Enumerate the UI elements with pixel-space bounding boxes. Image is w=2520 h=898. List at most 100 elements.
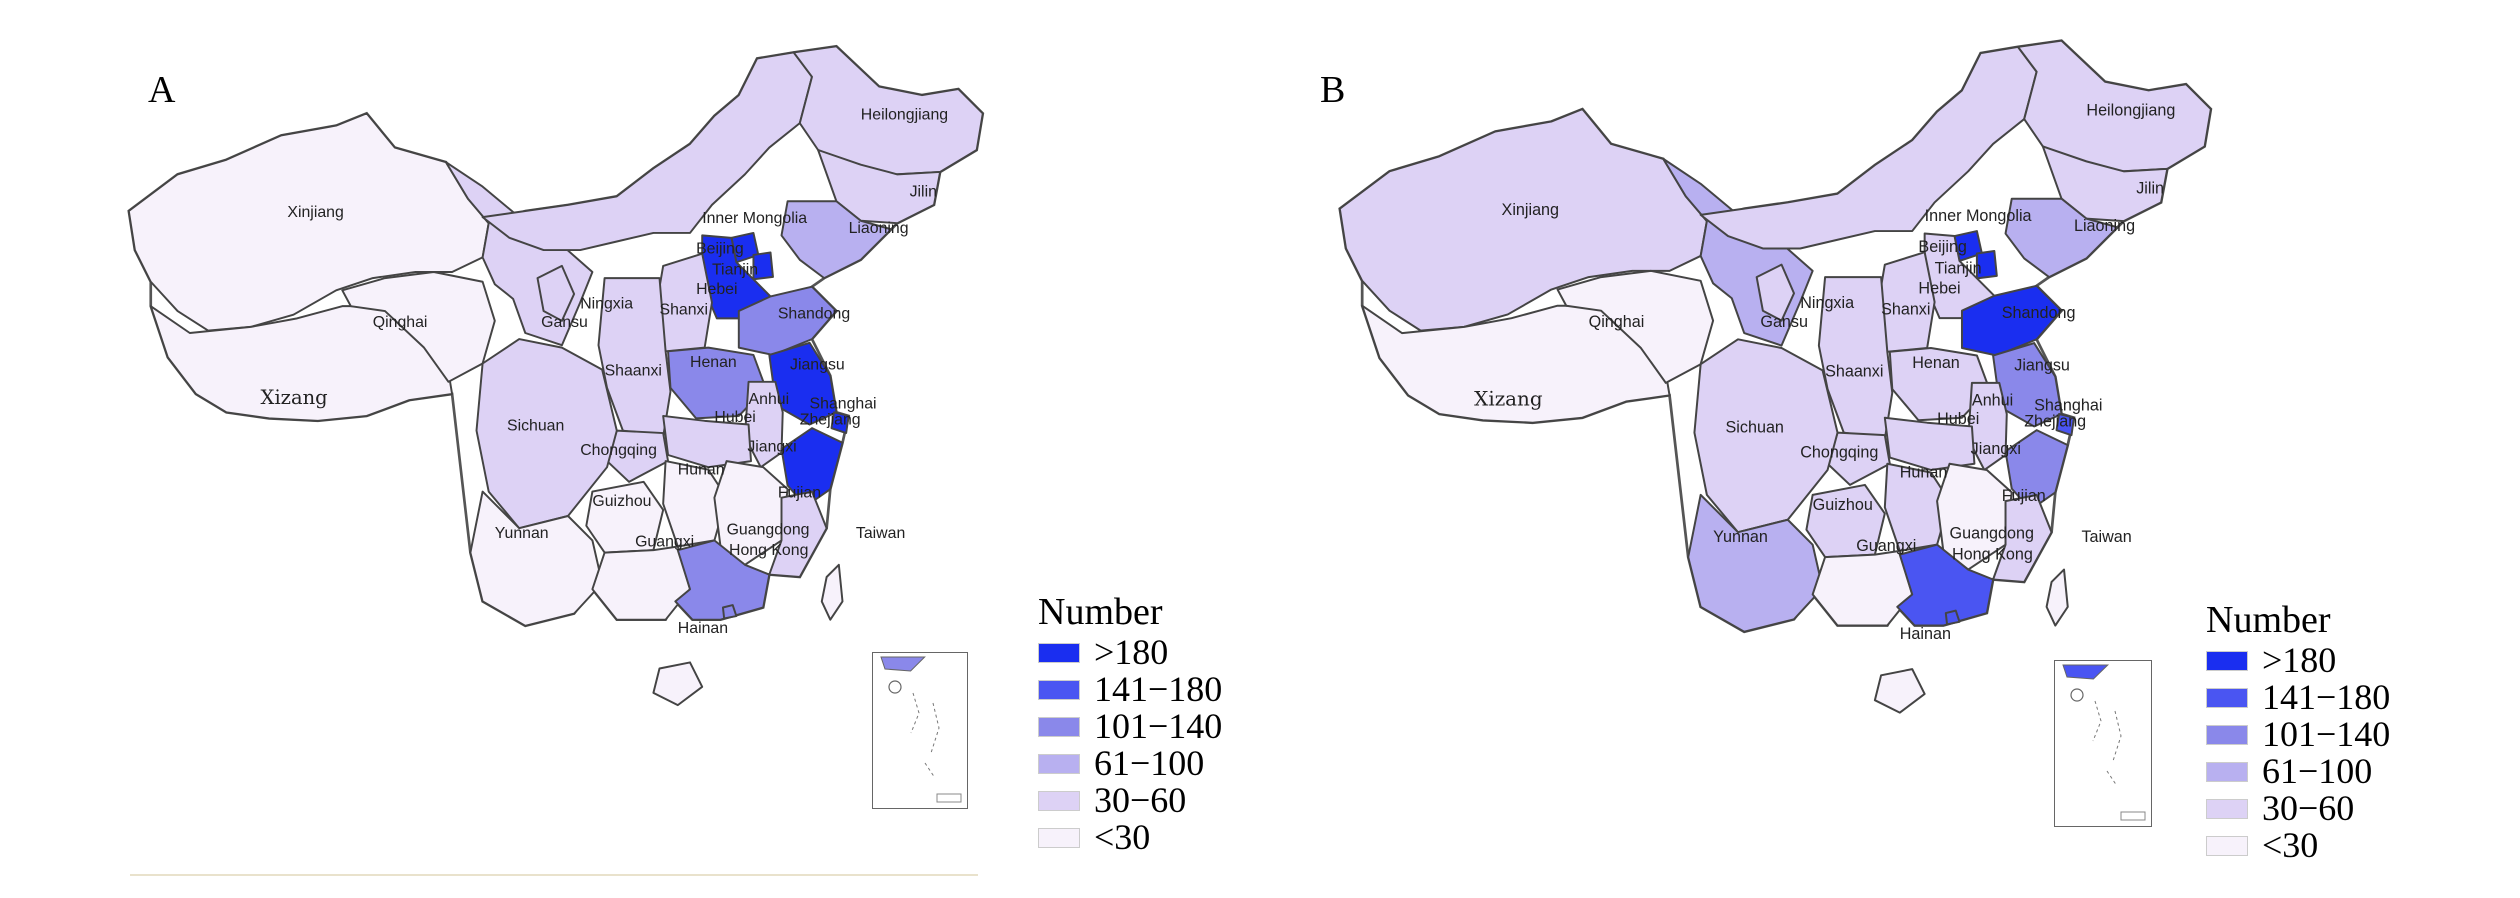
province-shanghai[interactable]	[830, 411, 850, 435]
province-heilongjiang[interactable]	[792, 45, 984, 176]
province-liaoning[interactable]	[2004, 197, 2119, 279]
province-label-shanghai: Shanghai	[2034, 396, 2102, 414]
legend-label: >180	[2262, 640, 2337, 680]
province-label-shandong: Shandong	[2002, 304, 2076, 322]
province-label-heilongjiang: Heilongjiang	[2086, 101, 2175, 119]
province-label-yunnan: Yunnan	[1713, 528, 1768, 546]
province-label-tianjin: Tianjin	[712, 261, 758, 278]
province-heilongjiang[interactable]	[2016, 39, 2212, 173]
province-label-inner-mongolia: Inner Mongolia	[1925, 207, 2032, 225]
province-label-xinjiang: Xinjiang	[287, 204, 343, 221]
legend-item: >180	[2206, 642, 2390, 679]
legend-swatch	[1038, 679, 1080, 700]
inset-map	[2062, 664, 2146, 821]
legend-item: 141−180	[2206, 679, 2390, 716]
panel-letter: B	[1320, 69, 1346, 111]
province-ningxia[interactable]	[536, 264, 576, 322]
province-label-hubei: Hubei	[714, 409, 755, 426]
province-label-hubei: Hubei	[1937, 410, 1979, 428]
legend-swatch	[1038, 642, 1080, 663]
province-label-jilin: Jilin	[910, 183, 937, 200]
province-sichuan[interactable]	[475, 338, 618, 530]
province-xizang[interactable]	[149, 305, 454, 422]
province-label-hong-kong: Hong Kong	[729, 542, 808, 559]
south-china-sea-inset	[2054, 660, 2152, 827]
province-label-shanxi: Shanxi	[1881, 300, 1930, 318]
province-label-anhui: Anhui	[749, 391, 790, 408]
province-xizang[interactable]	[1361, 304, 1671, 424]
province-yunnan[interactable]	[469, 490, 604, 627]
province-ningxia[interactable]	[1755, 263, 1795, 322]
legend-swatch	[2206, 798, 2248, 819]
province-label-hebei: Hebei	[1918, 279, 1960, 297]
province-label-shandong: Shandong	[778, 305, 850, 322]
province-hainan[interactable]	[652, 661, 704, 707]
province-xinjiang[interactable]	[127, 112, 490, 332]
province-shandong[interactable]	[737, 285, 838, 356]
legend-label: 30−60	[1094, 780, 1187, 820]
legend-swatch	[1038, 753, 1080, 774]
province-label-jilin: Jilin	[2136, 180, 2164, 198]
province-taiwan[interactable]	[820, 563, 844, 621]
province-shanghai[interactable]	[2055, 412, 2075, 437]
province-label-jiangsu: Jiangsu	[790, 357, 845, 374]
province-fujian[interactable]	[768, 490, 828, 578]
panel-baseline	[130, 874, 978, 876]
province-xinjiang[interactable]	[1338, 108, 1708, 332]
province-hong-kong[interactable]	[721, 604, 738, 620]
province-label-yunnan: Yunnan	[495, 525, 549, 542]
province-label-beijing: Beijing	[696, 241, 744, 258]
province-tianjin[interactable]	[1975, 249, 1998, 280]
province-label-guizhou: Guizhou	[592, 493, 651, 510]
province-label-liaoning: Liaoning	[849, 220, 909, 237]
province-label-beijing: Beijing	[1918, 238, 1967, 256]
legend: Number >180 141−180 101−140 61−100 30−60 <30	[2206, 600, 2390, 864]
legend-label: 141−180	[1094, 669, 1223, 709]
province-zhejiang[interactable]	[2004, 429, 2069, 511]
province-label-hong-kong: Hong Kong	[1952, 546, 2033, 564]
legend-label: <30	[2262, 825, 2319, 865]
province-label-qinghai: Qinghai	[1589, 313, 1645, 331]
province-label-xizang: Xizang	[261, 386, 328, 409]
province-label-fujian: Fujian	[778, 485, 821, 502]
province-zhejiang[interactable]	[780, 427, 844, 508]
province-guangxi[interactable]	[1811, 549, 1914, 627]
province-label-heilongjiang: Heilongjiang	[861, 107, 948, 124]
province-jiangxi[interactable]	[713, 460, 789, 566]
province-tianjin[interactable]	[752, 251, 774, 281]
province-hong-kong[interactable]	[1944, 609, 1961, 626]
province-label-hainan: Hainan	[1900, 625, 1951, 643]
province-hainan[interactable]	[1873, 668, 1926, 714]
province-taiwan[interactable]	[2045, 568, 2069, 627]
legend-label: >180	[1094, 632, 1169, 672]
legend-swatch	[2206, 687, 2248, 708]
province-label-fujian: Fujian	[2002, 487, 2046, 505]
legend-label: 101−140	[2262, 714, 2391, 754]
province-label-ningxia: Ningxia	[580, 296, 633, 313]
province-sichuan[interactable]	[1693, 338, 1839, 534]
legend-swatch	[2206, 650, 2248, 671]
legend-item: 101−140	[1038, 708, 1222, 745]
province-guangdong[interactable]	[1896, 543, 1995, 627]
province-yunnan[interactable]	[1687, 493, 1824, 633]
legend-label: <30	[1094, 817, 1151, 857]
province-hubei[interactable]	[1883, 416, 1976, 471]
province-hubei[interactable]	[662, 414, 752, 469]
legend-swatch	[2206, 724, 2248, 745]
province-guangdong[interactable]	[674, 539, 771, 621]
province-label-guangdong: Guangdong	[1950, 524, 2034, 542]
legend-item: <30	[2206, 827, 2390, 864]
province-fujian[interactable]	[1992, 493, 2053, 583]
province-jiangxi[interactable]	[1936, 462, 2013, 571]
province-label-hainan: Hainan	[678, 620, 728, 637]
province-label-gansu: Gansu	[541, 314, 588, 331]
province-label-taiwan: Taiwan	[856, 525, 905, 542]
province-label-liaoning: Liaoning	[2074, 217, 2135, 235]
province-label-gansu: Gansu	[1760, 313, 1808, 331]
province-liaoning[interactable]	[780, 200, 893, 280]
legend-label: 61−100	[2262, 751, 2373, 791]
legend-label: 61−100	[1094, 743, 1205, 783]
province-label-jiangxi: Jiangxi	[747, 438, 796, 455]
province-shandong[interactable]	[1960, 284, 2063, 357]
